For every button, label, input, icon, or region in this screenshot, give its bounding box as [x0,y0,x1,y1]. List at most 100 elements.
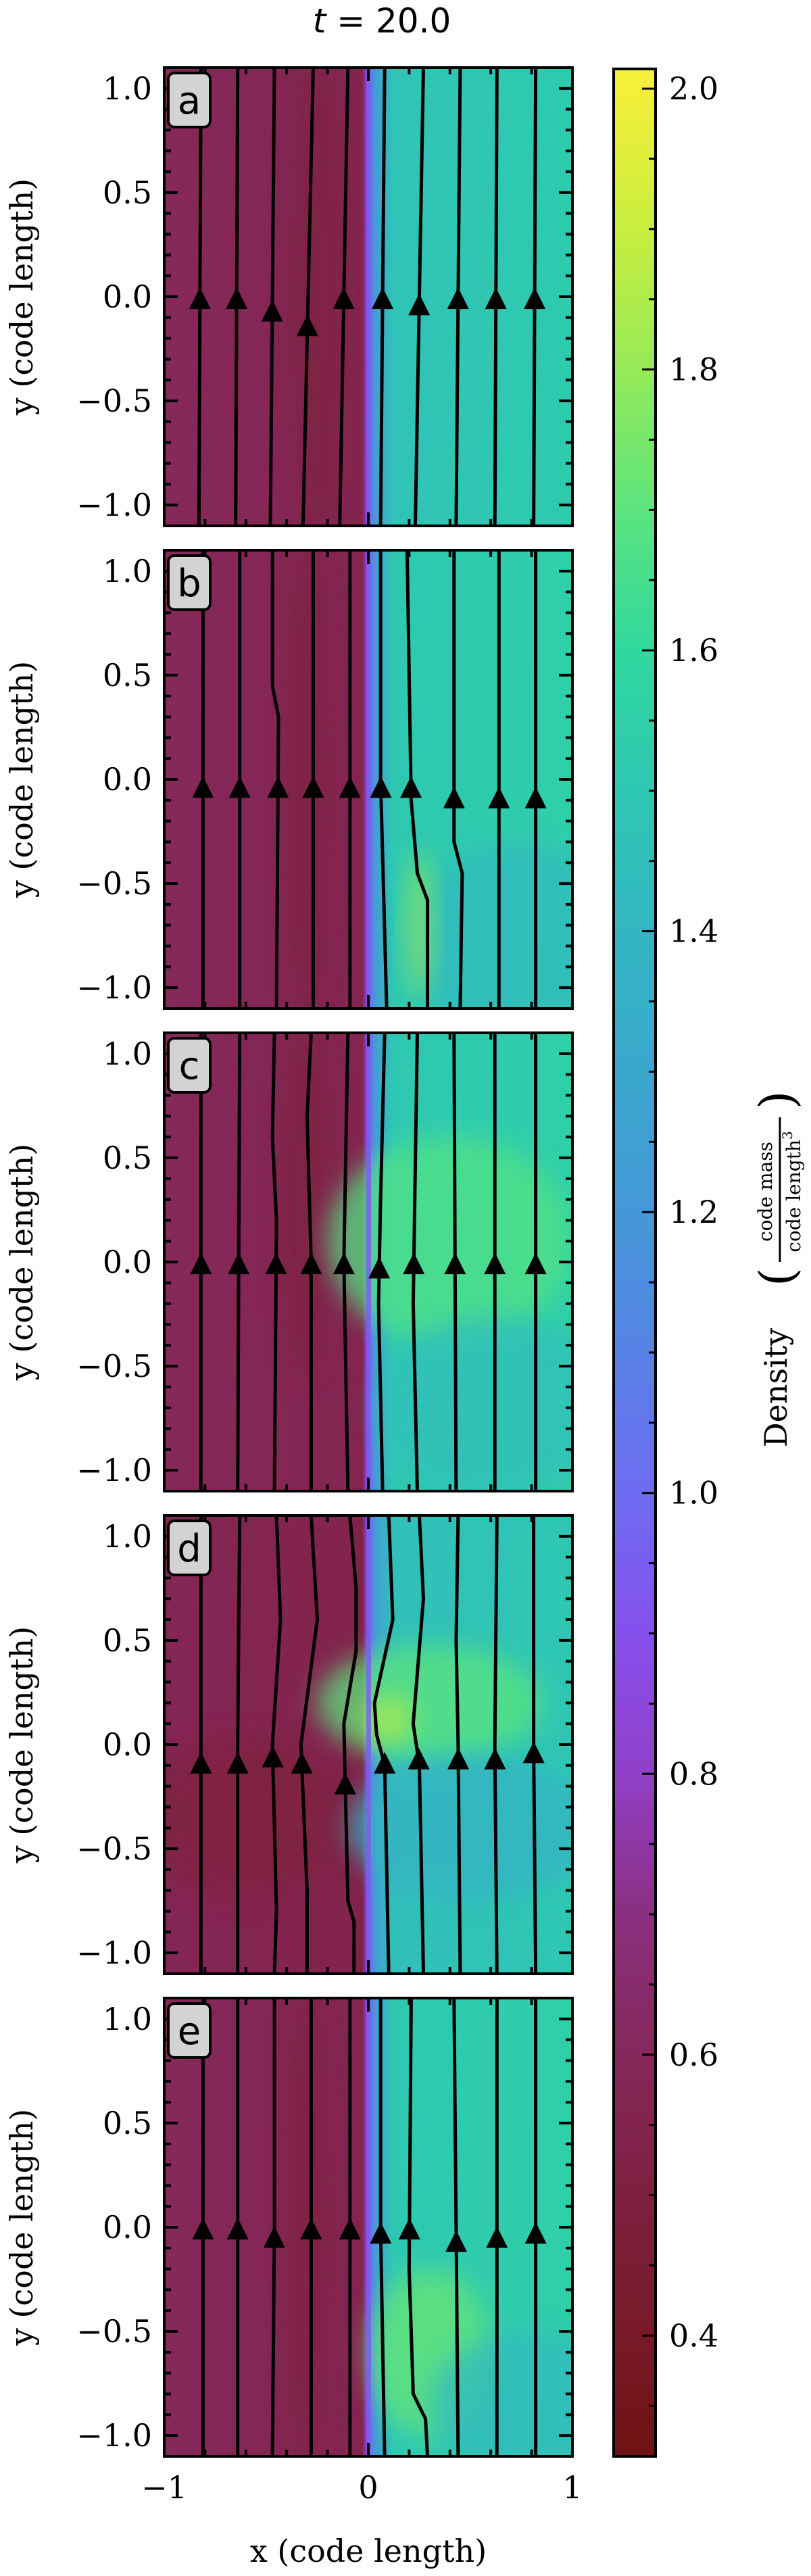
streamline-arrow [339,2218,361,2240]
streamline [270,1515,282,1974]
streamline-arrow [484,1253,506,1275]
streamline [305,1033,313,1491]
y-tick-label: 0.0 [103,1726,152,1763]
colorbar-unit-numerator: code mass [754,1142,777,1242]
streamline-arrow [267,776,289,798]
streamline-arrow [300,1253,322,1275]
streamline-arrow [522,1741,545,1764]
streamline-arrow [486,2226,508,2248]
streamline-arrow [334,1772,356,1795]
density-feature [164,1734,348,1901]
streamline-arrow [261,299,283,322]
interface-band [366,550,371,1008]
streamline-arrow [190,1253,212,1275]
streamline-arrow [190,1751,212,1774]
interface-band [366,68,371,526]
panel-label-text: c [179,1044,200,1088]
y-tick-label: 1.0 [103,70,152,107]
y-tick-label: 1.0 [103,1518,152,1555]
y-tick-label: 1.0 [103,1036,152,1072]
y-axis-label: y (code length) [3,178,40,416]
y-tick-label: 0.5 [103,1622,152,1659]
panel-label-text: e [178,2010,201,2053]
title-variable: t [313,1,328,41]
streamline-arrow [370,776,392,798]
axis-ticks [163,1031,574,1492]
y-tick-label: 0.0 [103,278,152,315]
colorbar-tick-label: 1.4 [669,913,718,950]
streamline-arrow [372,287,394,310]
colorbar-tick-label: 0.6 [669,2037,718,2073]
axis-ticks [163,1514,574,1975]
y-tick-label: −1.0 [76,487,152,523]
streamline-arrow [226,1751,249,1774]
colorbar-tick-label: 2.0 [669,70,718,107]
interface-band [366,1515,371,1974]
colorbar-tick-label: 1.0 [669,1475,718,1511]
colorbar: 0.4 0.6 0.8 1.0 1.2 1.4 1.6 1.8 2.0 [612,68,718,2458]
streamline-arrow [189,287,211,310]
density-map [164,1033,572,1491]
streamline-arrow [444,1253,466,1275]
panel-e: 1.0 0.5 0.0 −0.5 −1.0 y (code length) e [3,1997,574,2458]
colorbar-label-text: Density [758,1328,794,1448]
colorbar-unit-denominator: code length3 [779,1131,805,1252]
streamline-arrow [485,287,507,310]
colorbar-unit-open-paren: ( [749,1268,805,1286]
panel-label-box [167,2002,212,2059]
streamline-arrow [398,2218,420,2240]
streamline-arrow [192,2218,214,2240]
y-tick-label: −0.5 [76,1348,152,1384]
streamline-arrow [263,2226,285,2248]
streamline-arrow [368,1257,391,1279]
interface-band [366,1033,371,1491]
streamline-arrow [400,776,422,798]
streamline [270,550,280,1008]
streamline-arrow [226,2218,249,2240]
density-feature [327,1137,572,1346]
x-tick-label: 0 [358,2469,378,2506]
streamline [411,1033,419,1491]
axis-ticks [163,549,574,1010]
streamline-arrow [445,2230,468,2252]
streamline-arrow [302,776,324,798]
streamline-arrow [374,1751,396,1774]
colorbar-tick-label: 1.6 [669,632,718,669]
streamline-arrow [524,786,547,808]
streamline [342,1515,358,1974]
streamline-arrow [226,287,248,310]
y-tick-label: 0.5 [103,2105,152,2141]
x-axis-label: x (code length) [250,2533,487,2569]
panel-label-text: b [177,562,201,606]
y-axis-label: y (code length) [3,1626,40,1864]
y-axis-label: y (code length) [3,2109,40,2346]
streamline-arrow [333,1253,355,1275]
panel-label-text: d [177,1527,201,1571]
density-map [164,68,572,526]
y-tick-label: −1.0 [76,1452,152,1488]
streamline-arrow [484,1747,506,1770]
panel-label-b: b [167,554,212,611]
y-tick-label: −1.0 [76,2417,152,2454]
streamline [493,1515,499,1974]
panel-label-box [167,1520,212,1576]
streamline [268,68,276,526]
panel-a: 1.0 0.5 0.0 −0.5 −1.0 y (code length) a [3,66,574,527]
x-tick-label: −1 [141,2469,187,2506]
streamline-arrow [408,293,431,316]
density-feature [317,1645,542,1761]
streamline-arrow [447,1747,470,1770]
streamline [299,1515,319,1974]
y-tick-label: 1.0 [103,553,152,589]
streamline [454,1515,462,1974]
panel-label-c: c [167,1037,212,1094]
title-value: = 20.0 [326,1,451,41]
streamline-arrow [228,1253,250,1275]
streamline-arrow [488,786,510,808]
streamline-arrow [524,287,546,310]
y-tick-label: 0.5 [103,174,152,211]
streamline-arrow [262,1745,284,1768]
streamline-arrow [228,776,251,798]
streamline [270,1033,278,1491]
colorbar-tick-label: 0.8 [669,1755,718,1792]
